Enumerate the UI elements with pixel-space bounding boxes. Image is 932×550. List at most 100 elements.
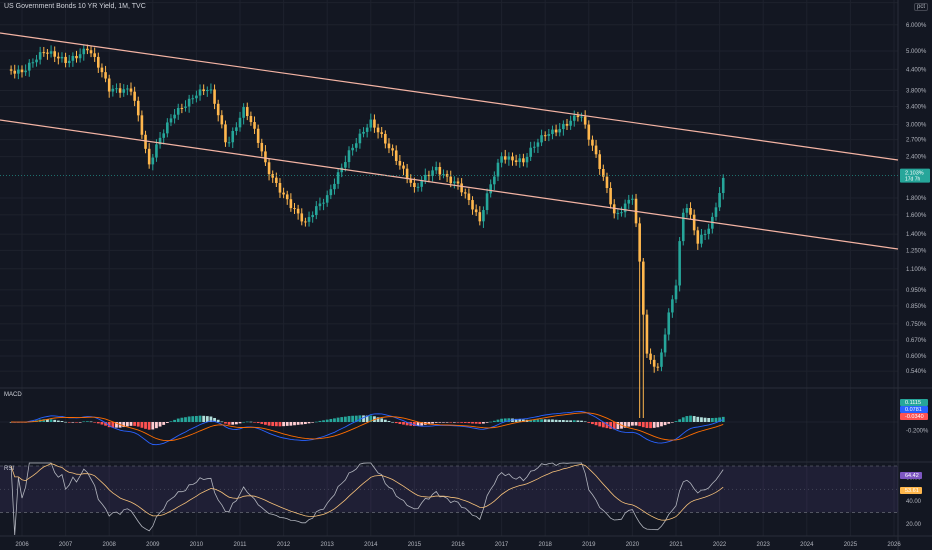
macd-histogram-bar [700, 417, 703, 422]
macd-histogram-bar [125, 422, 129, 427]
macd-histogram-bar [460, 422, 464, 423]
candle-down [511, 156, 514, 161]
macd-histogram-bar [594, 422, 598, 426]
candle-down [543, 135, 547, 137]
macd-histogram-bar [692, 416, 696, 422]
candle-up [198, 89, 202, 96]
candle-up [674, 285, 678, 300]
macd-histogram-bar [231, 422, 235, 425]
candle-up [122, 89, 126, 93]
candle-up [540, 135, 543, 143]
time-tick-label: 2011 [234, 542, 248, 548]
candle-up [209, 89, 213, 91]
candle-up [322, 202, 325, 204]
candle-up [667, 312, 671, 335]
candle-down [129, 88, 133, 92]
rsi-tick-label: 20.00 [906, 522, 922, 528]
candle-up [489, 184, 492, 194]
candle-down [387, 143, 391, 149]
macd-line [11, 411, 724, 446]
candle-down [57, 56, 60, 59]
candle-up [351, 147, 354, 151]
candle-up [325, 195, 329, 203]
macd-histogram-bar [427, 422, 431, 425]
candle-up [482, 210, 485, 222]
macd-value-label: 0.0781 [905, 407, 922, 413]
macd-histogram-bar [474, 422, 478, 424]
macd-histogram-bar [452, 422, 456, 423]
candle-down [249, 116, 253, 123]
candle-down [282, 192, 285, 195]
candle-up [547, 134, 551, 136]
macd-histogram-bar [369, 415, 373, 422]
macd-histogram-bar [325, 419, 329, 422]
candle-down [605, 176, 609, 188]
unit-label[interactable]: pct [913, 3, 928, 11]
macd-histogram-bar [42, 419, 46, 422]
macd-histogram-bar [489, 421, 493, 423]
candle-up [78, 54, 82, 59]
candle-up [493, 176, 496, 185]
candle-down [107, 78, 111, 92]
macd-histogram-bar [205, 416, 209, 422]
candle-up [620, 212, 623, 214]
time-tick-label: 2018 [539, 542, 553, 548]
macd-histogram-bar [492, 420, 496, 422]
time-tick-label: 2012 [277, 542, 291, 548]
macd-value-label: 0.1115 [905, 400, 921, 406]
candle-down [224, 124, 227, 143]
candle-up [206, 90, 209, 92]
candle-up [173, 114, 176, 119]
macd-histogram-bar [336, 417, 340, 422]
macd-histogram-bar [333, 418, 336, 422]
macd-histogram-bar [496, 419, 500, 422]
candle-down [100, 67, 104, 73]
candle-down [394, 150, 398, 162]
macd-histogram-bar [220, 421, 224, 423]
candle-up [431, 170, 434, 177]
macd-histogram-bar [398, 422, 402, 424]
price-tick-label: 1.400% [906, 232, 927, 238]
price-tick-label: 6.000% [906, 23, 927, 29]
candle-down [216, 103, 220, 116]
candle-down [373, 119, 376, 128]
macd-histogram-bar [129, 422, 133, 426]
candle-up [485, 193, 489, 211]
macd-histogram-bar [289, 422, 293, 426]
macd-histogram-bar [86, 421, 89, 422]
macd-histogram-bar [376, 417, 380, 422]
candle-up [551, 129, 554, 135]
macd-histogram-bar [234, 422, 238, 425]
macd-histogram-bar [456, 422, 460, 423]
macd-histogram-bar [463, 422, 467, 423]
candle-up [17, 69, 20, 74]
macd-histogram-bar [354, 415, 358, 422]
candle-down [645, 314, 649, 354]
candle-down [118, 88, 122, 93]
candle-up [242, 107, 245, 118]
candle-down [609, 187, 612, 205]
candle-up [500, 156, 503, 163]
candle-up [169, 118, 173, 123]
candle-down [267, 162, 271, 175]
candle-up [529, 147, 532, 157]
macd-histogram-bar [583, 421, 587, 423]
macd-histogram-bar [569, 420, 573, 422]
macd-histogram-bar [311, 422, 315, 423]
macd-histogram-bar [227, 422, 231, 425]
candle-down [86, 48, 89, 51]
macd-histogram-bar [282, 422, 285, 427]
macd-histogram-bar [667, 422, 671, 424]
candle-up [344, 162, 347, 168]
macd-histogram-bar [485, 422, 489, 423]
macd-histogram-bar [162, 422, 166, 425]
macd-histogram-bar [540, 419, 543, 422]
macd-histogram-bar [482, 422, 485, 424]
macd-histogram-bar [56, 420, 60, 422]
macd-histogram-bar [532, 419, 536, 422]
time-tick-label: 2007 [59, 542, 73, 548]
candle-down [275, 177, 278, 183]
macd-histogram-bar [420, 422, 424, 426]
macd-histogram-bar [587, 422, 591, 423]
